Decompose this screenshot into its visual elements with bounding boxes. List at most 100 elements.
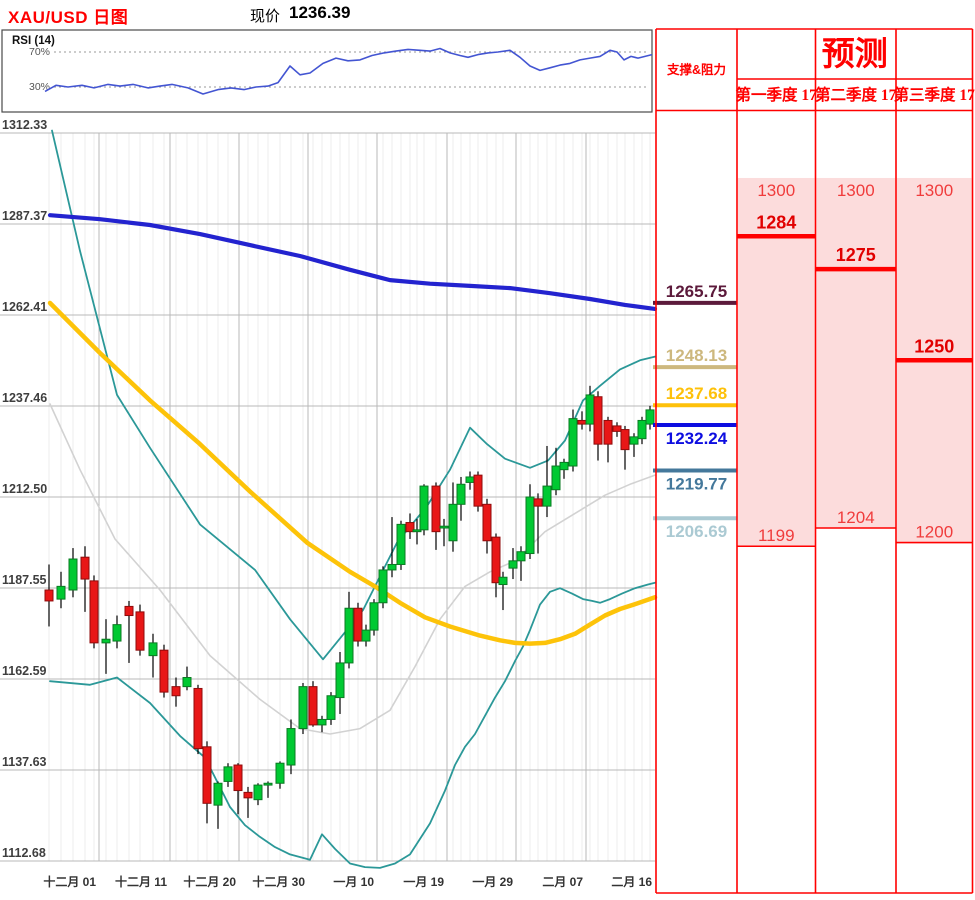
y-axis-label: 1237.46 (2, 391, 47, 405)
candle-body (308, 686, 318, 726)
candle-body (645, 409, 655, 425)
candle-body (298, 686, 308, 730)
candle-body (202, 746, 212, 804)
candle (263, 781, 273, 798)
ma-blue (47, 213, 658, 311)
candle (171, 677, 181, 707)
candle (308, 681, 318, 727)
candle-body (317, 718, 327, 726)
bollinger-lower-teal (49, 581, 656, 869)
candle-body (361, 629, 371, 642)
candle (516, 546, 526, 581)
support-resistance-level: 1232.24 (653, 423, 737, 448)
candle-body (482, 503, 492, 542)
candle-body (101, 638, 111, 644)
candle-body (498, 576, 508, 586)
support-resistance-value: 1232.24 (666, 429, 728, 448)
current-price-value: 1236.39 (289, 3, 351, 22)
forecast-column: 1300 1275 1204 (815, 177, 896, 529)
candlestick-series (44, 385, 655, 829)
ma-gold (47, 300, 658, 646)
support-resistance-level: 1237.68 (653, 384, 737, 408)
candle-body (335, 662, 345, 699)
candle-body (431, 485, 441, 533)
candle (533, 493, 543, 554)
candle (135, 604, 145, 656)
candle-body (68, 558, 78, 591)
candle-body (559, 461, 569, 471)
candle (44, 564, 54, 627)
rsi-lower-level-label: 30% (29, 81, 50, 93)
bollinger-middle-gray (49, 403, 656, 735)
candle-body (533, 498, 543, 507)
candle-body (516, 551, 526, 562)
candle-body (387, 563, 397, 571)
candle (148, 633, 158, 678)
candle-body (551, 465, 561, 491)
y-axis-label: 1162.59 (2, 664, 47, 678)
candle-body (542, 485, 552, 507)
forecast-high-value: 1300 (837, 181, 875, 200)
titlebar: XAU/USD 日图 现价 1236.39 (0, 0, 975, 28)
candle (298, 682, 308, 735)
candle (448, 482, 458, 552)
forecast-column: 1300 1284 1199 (737, 177, 816, 548)
y-axis-label: 1212.50 (2, 482, 47, 496)
y-axis-label: 1187.55 (2, 573, 47, 587)
candle (491, 533, 501, 598)
support-resistance-level: 1265.75 (653, 282, 737, 305)
candle-body (286, 728, 296, 766)
candle-body (629, 436, 639, 445)
candle (101, 619, 111, 674)
candle-body (213, 782, 223, 806)
candle-body (275, 762, 285, 784)
rsi-panel: RSI (14)70% 30% (1, 29, 653, 113)
y-axis-label: 1312.33 (2, 118, 47, 132)
candle-body (159, 649, 169, 693)
candle (202, 741, 212, 824)
candle-body (473, 474, 483, 507)
candle-body (80, 556, 90, 580)
candle-body (405, 522, 415, 533)
support-resistance-value: 1265.75 (666, 282, 727, 301)
candle (603, 416, 613, 463)
candle (551, 447, 561, 496)
forecast-target-value: 1284 (756, 212, 796, 232)
candle-body (263, 782, 273, 786)
x-axis-label: 十二月 20 (183, 874, 236, 889)
candle-body (44, 589, 54, 602)
candle (378, 566, 388, 609)
candle (361, 624, 371, 647)
candle (387, 517, 397, 578)
support-resistance-value: 1237.68 (666, 384, 727, 403)
rsi-upper-level-label: 70% (29, 46, 50, 58)
candle-body (396, 523, 406, 565)
candle (182, 666, 192, 691)
forecast-low-value: 1199 (758, 526, 795, 545)
candle (233, 763, 243, 815)
forecast-low-value: 1204 (837, 508, 875, 527)
candle (68, 548, 78, 598)
candle (286, 719, 296, 775)
candle (326, 692, 336, 725)
candle (159, 644, 169, 698)
candle-body (491, 536, 501, 584)
x-axis-label: 一月 29 (472, 875, 513, 889)
candle (525, 484, 535, 560)
candle (369, 599, 379, 636)
x-axis-label: 十二月 11 (115, 874, 167, 889)
candle (253, 783, 263, 806)
candle (482, 498, 492, 554)
x-axis-label: 十二月 30 (252, 874, 305, 889)
candle-body (89, 580, 99, 644)
candle (344, 591, 354, 669)
candle (431, 482, 441, 550)
candle-body (620, 429, 630, 451)
forecast-quarter-header: 第二季度 17 (815, 85, 897, 104)
side-panel: 1300 1284 1199 1300 1275 1204 1300 1250 1200 1265… (653, 28, 975, 894)
forecast-quarter-header: 第三季度 17 (894, 85, 975, 104)
candle (637, 416, 647, 445)
forecast-low-value: 1200 (915, 523, 953, 542)
candle (629, 433, 639, 457)
